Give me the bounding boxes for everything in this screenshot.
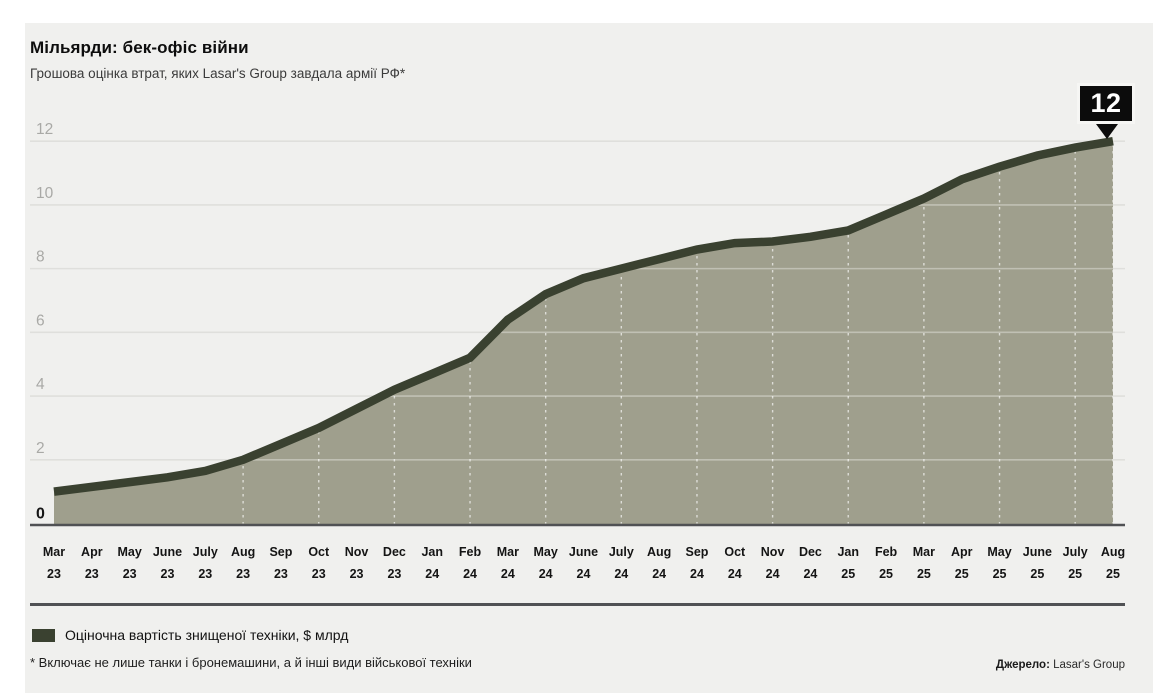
source-name: Lasar's Group bbox=[1053, 659, 1125, 671]
footnote-text: * Включає не лише танки і бронемашини, а… bbox=[30, 655, 472, 670]
x-axis-tick: Aug 24 bbox=[647, 545, 671, 581]
x-axis-tick: June 25 bbox=[1023, 545, 1052, 581]
x-axis-tick: July 24 bbox=[609, 545, 634, 581]
x-axis-tick: Mar 24 bbox=[497, 545, 519, 581]
x-axis-tick: July 25 bbox=[1063, 545, 1088, 581]
y-axis-tick: 8 bbox=[36, 249, 45, 266]
legend-label: Оціночна вартість знищеної техніки, $ мл… bbox=[65, 627, 349, 643]
y-axis-tick: 10 bbox=[36, 185, 54, 202]
x-axis-tick: May 23 bbox=[117, 545, 141, 581]
x-axis-tick: Oct 23 bbox=[308, 545, 330, 581]
x-axis-tick: Dec 24 bbox=[799, 545, 822, 581]
x-axis-tick: Mar 25 bbox=[913, 545, 935, 581]
x-axis-tick: July 23 bbox=[193, 545, 218, 581]
x-axis-tick: Nov 24 bbox=[761, 545, 785, 581]
x-axis-tick: Sep 23 bbox=[269, 545, 292, 581]
end-value-label: 12 bbox=[1090, 88, 1122, 118]
x-axis-tick: Jan 25 bbox=[837, 545, 859, 581]
x-axis-tick: Feb 25 bbox=[875, 545, 898, 581]
chart-title: Мільярди: бек-офіс війни bbox=[30, 38, 249, 57]
x-axis-tick: Apr 25 bbox=[951, 545, 973, 581]
y-axis-tick: 4 bbox=[36, 376, 45, 393]
footer-divider bbox=[30, 603, 1125, 606]
x-axis-tick: Mar 23 bbox=[43, 545, 65, 581]
y-axis-zero: 0 bbox=[36, 506, 45, 523]
x-axis-tick: Apr 23 bbox=[81, 545, 103, 581]
x-axis-tick: Dec 23 bbox=[383, 545, 406, 581]
x-axis-tick: Jan 24 bbox=[421, 545, 443, 581]
x-axis-tick: Aug 23 bbox=[231, 545, 255, 581]
y-axis-tick: 6 bbox=[36, 312, 45, 329]
x-axis-tick: Aug 25 bbox=[1101, 545, 1125, 581]
y-axis-tick: 2 bbox=[36, 440, 45, 457]
end-value-badge-pointer bbox=[1096, 124, 1118, 139]
source-line: Джерело: Lasar's Group bbox=[996, 659, 1125, 671]
chart-subtitle: Грошова оцінка втрат, яких Lasar's Group… bbox=[30, 66, 406, 81]
x-axis-tick: June 23 bbox=[153, 545, 182, 581]
x-axis-tick: June 24 bbox=[569, 545, 598, 581]
x-axis-tick: Sep 24 bbox=[685, 545, 708, 581]
source-label: Джерело: bbox=[995, 659, 1050, 671]
x-axis-tick: Oct 24 bbox=[724, 545, 746, 581]
y-axis-tick: 12 bbox=[36, 121, 53, 138]
legend-swatch bbox=[32, 628, 55, 642]
x-axis-tick: May 25 bbox=[987, 545, 1011, 581]
chart-legend: Оціночна вартість знищеної техніки, $ мл… bbox=[32, 627, 348, 643]
end-value-badge: 12 bbox=[1077, 83, 1135, 124]
x-axis-tick: Feb 24 bbox=[459, 545, 482, 581]
x-axis-tick: May 24 bbox=[534, 545, 558, 581]
x-axis-tick: Nov 23 bbox=[345, 545, 369, 581]
